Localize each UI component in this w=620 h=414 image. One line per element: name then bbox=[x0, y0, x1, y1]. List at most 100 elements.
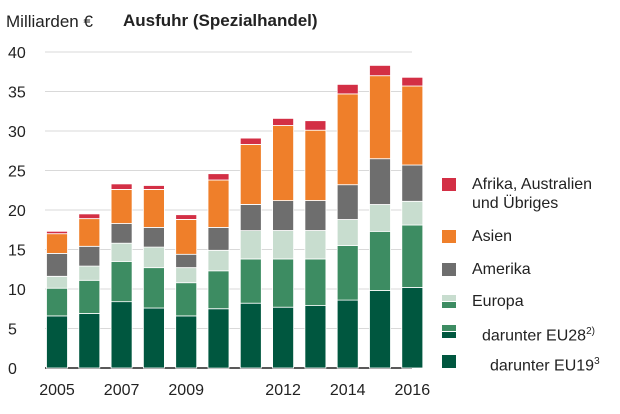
bar-2008-series-3 bbox=[142, 226, 165, 248]
bar-2008-series-2 bbox=[142, 246, 165, 269]
bar-2015-series-0 bbox=[369, 290, 391, 369]
bar-2007-series-0 bbox=[110, 301, 133, 369]
bar-2015-series-1 bbox=[369, 230, 391, 291]
bar-2006-series-3 bbox=[78, 245, 101, 267]
bar-2008-series-1 bbox=[142, 267, 165, 309]
y-tick-label-30: 30 bbox=[8, 124, 26, 141]
bar-2015-series-2 bbox=[369, 204, 391, 232]
bar-2012-series-1 bbox=[272, 258, 295, 308]
legend-label-amerika: Amerika bbox=[472, 261, 531, 278]
bar-2007-series-1 bbox=[110, 260, 133, 303]
y-axis-ticks: 0 5 10 15 20 25 30 35 40 bbox=[8, 45, 26, 378]
x-tick-label-2007: 2007 bbox=[104, 382, 140, 399]
legend-label-afrika-line1: Afrika, Australien bbox=[472, 176, 593, 193]
y-axis-unit: Milliarden € bbox=[6, 12, 93, 31]
legend-label-eu28: darunter EU282) bbox=[482, 322, 595, 345]
legend-label-eu19: darunter EU193 bbox=[490, 352, 600, 375]
bar-2013-series-2 bbox=[304, 230, 327, 260]
bar-2009-series-4 bbox=[175, 219, 198, 255]
bar-2010-series-0 bbox=[207, 308, 230, 369]
legend-swatch-eu28 bbox=[442, 325, 456, 338]
y-tick-label-25: 25 bbox=[8, 164, 26, 181]
bar-2016-series-5 bbox=[401, 76, 424, 87]
legend-label-eu28-text: darunter EU28 bbox=[482, 327, 587, 345]
bar-2009-series-0 bbox=[175, 315, 198, 369]
bar-2014-series-2 bbox=[336, 219, 359, 247]
bar-2010-series-3 bbox=[207, 226, 230, 251]
legend-label-europa: Europa bbox=[472, 293, 524, 310]
bar-2010-series-5 bbox=[207, 173, 230, 181]
bar-2007-series-2 bbox=[110, 242, 133, 262]
bar-2005-series-1 bbox=[46, 287, 68, 317]
bar-2005-series-5 bbox=[46, 230, 68, 235]
legend-label-eu28-sup: 2) bbox=[586, 326, 595, 337]
legend-swatch-asien bbox=[442, 230, 456, 243]
bar-2009-series-1 bbox=[175, 282, 198, 317]
bar-2012-series-5 bbox=[272, 118, 295, 126]
bar-2008-series-0 bbox=[142, 307, 165, 369]
legend-swatch-afrika bbox=[442, 178, 456, 191]
x-tick-label-2012: 2012 bbox=[265, 382, 301, 399]
bar-2006-series-5 bbox=[78, 213, 101, 219]
bar-2012-series-3 bbox=[272, 200, 295, 231]
bar-2005-series-0 bbox=[46, 315, 68, 369]
bar-2007-series-3 bbox=[110, 222, 133, 244]
y-tick-label-5: 5 bbox=[8, 322, 17, 339]
legend-label-eu19-sup: 3 bbox=[594, 356, 600, 367]
bar-2005-series-3 bbox=[46, 252, 68, 277]
legend-swatch-amerika bbox=[442, 263, 456, 276]
x-tick-label-2016: 2016 bbox=[395, 382, 431, 399]
bar-2014-series-0 bbox=[336, 299, 359, 369]
legend-label-eu19-text: darunter EU19 bbox=[490, 357, 595, 375]
bar-2016-series-0 bbox=[401, 286, 424, 369]
bar-2014-series-3 bbox=[336, 184, 359, 220]
bar-2011-series-2 bbox=[239, 230, 262, 260]
x-axis-ticks: 2005 2007 2009 2012 2014 2016 bbox=[39, 382, 430, 399]
y-tick-label-40: 40 bbox=[8, 45, 26, 62]
bar-2007-series-5 bbox=[110, 183, 133, 190]
bar-2013-series-3 bbox=[304, 200, 327, 231]
x-tick-label-2005: 2005 bbox=[39, 382, 75, 399]
bar-2016-series-2 bbox=[401, 200, 424, 226]
bar-2014-series-1 bbox=[336, 245, 359, 301]
legend-swatch-europa bbox=[442, 295, 456, 308]
bar-2013-series-5 bbox=[304, 120, 327, 131]
y-tick-label-20: 20 bbox=[8, 203, 26, 220]
x-tick-label-2014: 2014 bbox=[330, 382, 366, 399]
bar-2013-series-4 bbox=[304, 129, 327, 201]
bar-2014-series-4 bbox=[336, 93, 359, 186]
legend-label-afrika: Afrika, Australien und Übriges bbox=[472, 175, 592, 213]
bar-2012-series-2 bbox=[272, 230, 295, 260]
bar-2009-series-2 bbox=[175, 267, 198, 284]
bar-2013-series-1 bbox=[304, 258, 327, 306]
legend-label-afrika-line2: und Übriges bbox=[472, 195, 559, 212]
bar-2011-series-0 bbox=[239, 302, 262, 369]
bar-2015-series-4 bbox=[369, 75, 391, 160]
bar-2016-series-4 bbox=[401, 85, 424, 166]
bar-2010-series-2 bbox=[207, 249, 230, 272]
bar-2005-series-4 bbox=[46, 233, 68, 254]
bar-2010-series-1 bbox=[207, 270, 230, 310]
bar-2011-series-3 bbox=[239, 204, 262, 232]
y-tick-label-35: 35 bbox=[8, 85, 26, 102]
bar-2005-series-2 bbox=[46, 275, 68, 289]
legend-swatch-eu19 bbox=[442, 355, 456, 368]
bar-2006-series-2 bbox=[78, 265, 101, 281]
bar-2011-series-1 bbox=[239, 258, 262, 304]
bar-2008-series-5 bbox=[142, 185, 165, 190]
bar-2010-series-4 bbox=[207, 179, 230, 228]
bar-2012-series-4 bbox=[272, 125, 295, 201]
bar-2009-series-3 bbox=[175, 253, 198, 268]
x-tick-label-2009: 2009 bbox=[168, 382, 204, 399]
bars bbox=[46, 65, 424, 369]
bar-2011-series-4 bbox=[239, 143, 262, 205]
bar-2009-series-5 bbox=[175, 214, 198, 220]
legend-label-asien: Asien bbox=[472, 228, 513, 245]
bar-2008-series-4 bbox=[142, 189, 165, 228]
y-tick-label-15: 15 bbox=[8, 243, 26, 260]
bar-2015-series-3 bbox=[369, 158, 391, 205]
bar-2006-series-0 bbox=[78, 313, 101, 369]
bar-2016-series-1 bbox=[401, 224, 424, 288]
y-tick-label-10: 10 bbox=[8, 282, 26, 299]
bar-2015-series-5 bbox=[369, 65, 391, 77]
